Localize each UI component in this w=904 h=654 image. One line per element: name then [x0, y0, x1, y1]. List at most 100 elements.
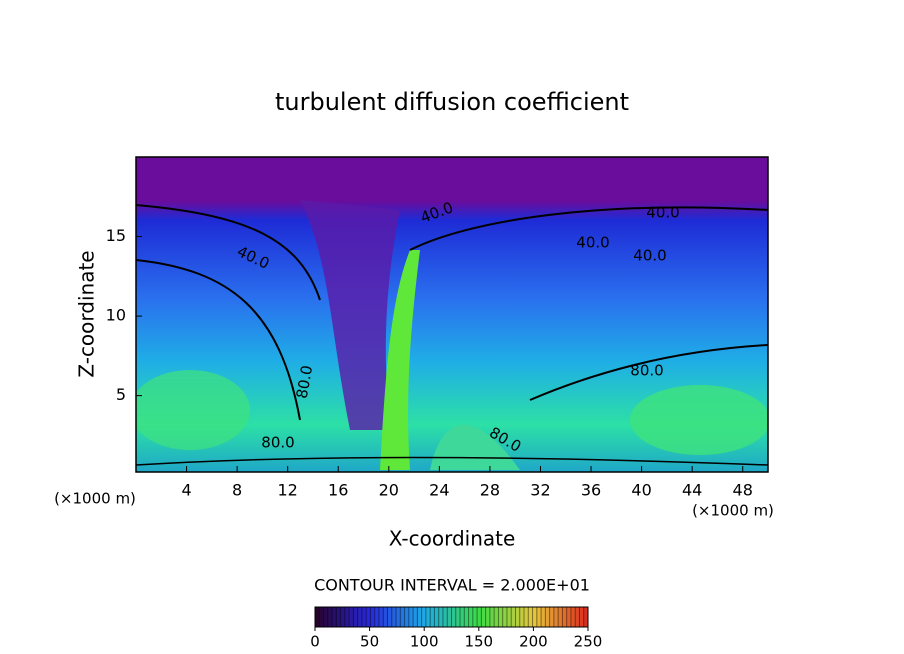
y-axis-label: Z-coordinate	[75, 250, 99, 377]
x-tick-label: 44	[682, 481, 702, 500]
colorbar-swatch	[575, 607, 580, 627]
colorbar-swatch	[460, 607, 465, 627]
x-tick-label: 8	[232, 481, 242, 500]
x-tick-label: 20	[379, 481, 399, 500]
colorbar-swatch	[357, 607, 363, 627]
colorbar-tick-label: 150	[464, 633, 493, 651]
colorbar-swatch	[413, 607, 418, 627]
unit-label: (×1000 m)	[692, 502, 774, 520]
colorbar-tick-label: 100	[410, 633, 439, 651]
colorbar-swatch	[472, 607, 478, 627]
field	[136, 157, 768, 472]
colorbar-swatch	[387, 607, 393, 627]
colorbar-tick-label: 200	[519, 633, 548, 651]
colorbar-tick-label: 50	[360, 633, 379, 651]
colorbar-swatch	[494, 607, 499, 627]
x-tick-label: 24	[429, 481, 449, 500]
colorbar-swatch	[383, 607, 388, 627]
colorbar-tick-label: 0	[310, 633, 320, 651]
colorbar-swatch	[511, 607, 516, 627]
x-tick-label: 12	[278, 481, 298, 500]
colorbar-swatch	[434, 607, 440, 627]
contour-label: 80.0	[630, 362, 663, 380]
colorbar-swatch	[528, 607, 533, 627]
colorbar-swatch	[549, 607, 555, 627]
colorbar-swatch	[425, 607, 431, 627]
colorbar-swatch	[468, 607, 474, 627]
colorbar-swatch	[524, 607, 529, 627]
colorbar-swatch	[396, 607, 401, 627]
colorbar-swatch	[579, 607, 585, 627]
colorbar-swatch	[447, 607, 452, 627]
colorbar-swatch	[477, 607, 482, 627]
colorbar-swatch	[336, 607, 341, 627]
colorbar-swatch	[455, 607, 461, 627]
colorbar-swatch	[536, 607, 542, 627]
contour-label: 40.0	[576, 234, 609, 252]
colorbar-swatch	[404, 607, 410, 627]
x-tick-label: 28	[480, 481, 500, 500]
colorbar-swatch	[323, 607, 329, 627]
colorbar-swatch	[349, 607, 354, 627]
colorbar-swatch	[378, 607, 384, 627]
colorbar-swatch	[532, 607, 538, 627]
contour-label: 40.0	[646, 204, 679, 222]
x-tick-label: 48	[733, 481, 753, 500]
colorbar-swatch	[366, 607, 371, 627]
colorbar-swatch	[417, 607, 422, 627]
colorbar-swatch	[545, 607, 550, 627]
colorbar-swatch	[583, 607, 589, 627]
colorbar-swatch	[315, 607, 320, 627]
x-tick-label: 40	[631, 481, 651, 500]
contour-label: 80.0	[293, 364, 317, 400]
colorbar-swatch	[506, 607, 512, 627]
colorbar-swatch	[558, 607, 563, 627]
colorbar-swatch	[442, 607, 448, 627]
colorbar-swatch	[485, 607, 491, 627]
contour-label: 80.0	[261, 434, 294, 452]
y-tick-label: 10	[106, 306, 126, 325]
colorbar-swatch	[374, 607, 380, 627]
x-axis-label: X-coordinate	[389, 527, 516, 551]
chart-title: turbulent diffusion coefficient	[275, 88, 629, 116]
x-tick-label: 32	[530, 481, 550, 500]
y-tick-label: 15	[106, 226, 126, 245]
colorbar-swatch	[421, 607, 427, 627]
colorbar-swatch	[498, 607, 503, 627]
colorbar-swatch	[327, 607, 333, 627]
colorbar-swatch	[562, 607, 567, 627]
colorbar-swatch	[340, 607, 346, 627]
unit-label: (×1000 m)	[54, 490, 136, 508]
y-tick-label: 5	[116, 385, 126, 404]
colorbar-swatch	[319, 607, 324, 627]
colorbar-swatch	[519, 607, 525, 627]
x-tick-label: 16	[328, 481, 348, 500]
colorbar-swatch	[566, 607, 572, 627]
colorbar-swatch	[570, 607, 576, 627]
colorbar-swatch	[344, 607, 350, 627]
colorbar-swatch	[502, 607, 508, 627]
colorbar-swatch	[464, 607, 469, 627]
colorbar-frame	[314, 606, 589, 628]
contour-label: 40.0	[633, 247, 666, 265]
colorbar-swatch	[515, 607, 521, 627]
colorbar-swatch	[370, 607, 376, 627]
colorbar-label: CONTOUR INTERVAL = 2.000E+01	[314, 576, 590, 595]
x-tick-label: 4	[181, 481, 191, 500]
colorbar-swatch	[430, 607, 435, 627]
colorbar-swatch	[553, 607, 559, 627]
plot-frame	[135, 156, 769, 473]
colorbar-swatch	[353, 607, 358, 627]
colorbar-swatch	[400, 607, 405, 627]
colorbar-swatch	[541, 607, 546, 627]
colorbar-swatch	[438, 607, 444, 627]
colorbar-swatch	[361, 607, 367, 627]
colorbar-swatch	[332, 607, 337, 627]
x-tick-label: 36	[581, 481, 601, 500]
colorbar-swatch	[489, 607, 495, 627]
colorbar-swatch	[481, 607, 486, 627]
colorbar-swatch	[391, 607, 397, 627]
colorbar-tick-label: 250	[574, 633, 603, 651]
colorbar-swatch	[451, 607, 457, 627]
